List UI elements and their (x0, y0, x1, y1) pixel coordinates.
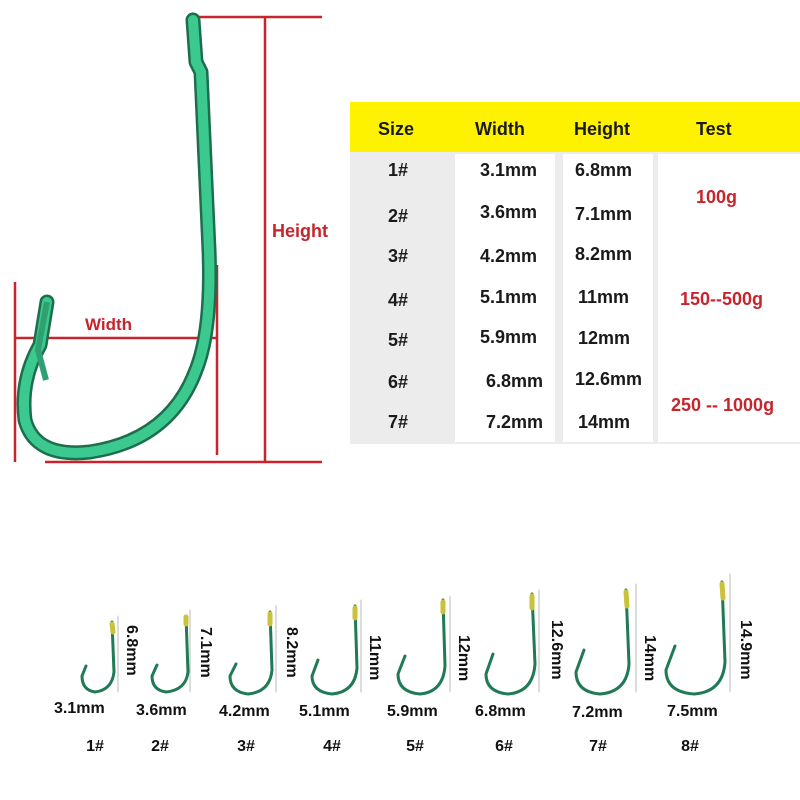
hook-1-size: 1# (86, 738, 104, 755)
row-size: 7# (388, 412, 409, 432)
row-width: 3.6mm (480, 202, 538, 222)
header-size: Size (378, 119, 415, 139)
hook-3 (228, 610, 274, 696)
hook-3-width: 4.2mm (219, 703, 270, 720)
row-size: 2# (388, 206, 409, 226)
hook-2-width: 3.6mm (136, 702, 187, 719)
hook-8-width: 7.5mm (667, 703, 718, 720)
test-value: 250 -- 1000g (671, 395, 775, 415)
hook-1-height: 6.8mm (123, 625, 140, 676)
hook-5-height: 12mm (455, 635, 472, 682)
hook-6 (484, 592, 537, 696)
hook-5-size: 5# (406, 738, 424, 755)
row-size: 4# (388, 290, 409, 310)
hook-6-height: 12.6mm (548, 620, 565, 680)
hook-8-size: 8# (681, 738, 699, 755)
hook-7-height: 14mm (641, 635, 658, 682)
hook-2 (150, 614, 190, 694)
hook-2-height: 7.1mm (197, 627, 214, 678)
row-width: 6.8mm (486, 371, 544, 391)
row-height: 8.2mm (575, 244, 633, 264)
hook-6-width: 6.8mm (475, 703, 526, 720)
hook-7 (574, 588, 631, 696)
row-width: 5.1mm (480, 287, 538, 307)
hook-5 (396, 598, 447, 696)
hook-6-size: 6# (495, 738, 513, 755)
hook-4-size: 4# (323, 738, 341, 755)
large-hook (16, 12, 217, 461)
hook-3-height: 8.2mm (283, 627, 300, 678)
row-width: 7.2mm (486, 412, 544, 432)
hook-2-size: 2# (151, 738, 169, 755)
row-height: 12.6mm (575, 369, 643, 389)
row-size: 6# (388, 372, 409, 392)
hook-4-width: 5.1mm (299, 703, 350, 720)
hook-8 (664, 580, 727, 696)
row-size: 5# (388, 330, 409, 350)
table-header: Size Width Height Test (350, 102, 800, 152)
row-height: 11mm (578, 287, 630, 307)
row-width: 3.1mm (480, 160, 538, 180)
hook-5-width: 5.9mm (387, 703, 438, 720)
hook-4-height: 11mm (366, 635, 383, 681)
row-width: 4.2mm (480, 246, 538, 266)
hook-3-size: 3# (237, 738, 255, 755)
hook-7-size: 7# (589, 738, 607, 755)
header-test: Test (696, 119, 732, 139)
row-height: 12mm (578, 328, 631, 348)
hook-4 (310, 604, 359, 696)
header-width: Width (475, 119, 525, 139)
hook-1-width: 3.1mm (54, 700, 105, 717)
row-height: 14mm (578, 412, 631, 432)
header-height: Height (574, 119, 630, 139)
row-height: 6.8mm (575, 160, 633, 180)
width-label: Width (85, 315, 133, 334)
row-height: 7.1mm (575, 204, 633, 224)
hook-diagram (13, 12, 322, 464)
hook-row (80, 573, 731, 696)
hook-1 (80, 620, 116, 694)
row-width: 5.9mm (480, 327, 538, 347)
test-value: 150--500g (680, 289, 764, 309)
spec-table: Size Width Height Test 1# 3.1mm 6.8mm 2#… (350, 102, 800, 444)
height-label: Height (272, 221, 328, 241)
test-value: 100g (696, 187, 738, 207)
row-size: 3# (388, 246, 409, 266)
hook-8-height: 14.9mm (737, 620, 754, 680)
row-size: 1# (388, 160, 409, 180)
hook-7-width: 7.2mm (572, 704, 623, 721)
